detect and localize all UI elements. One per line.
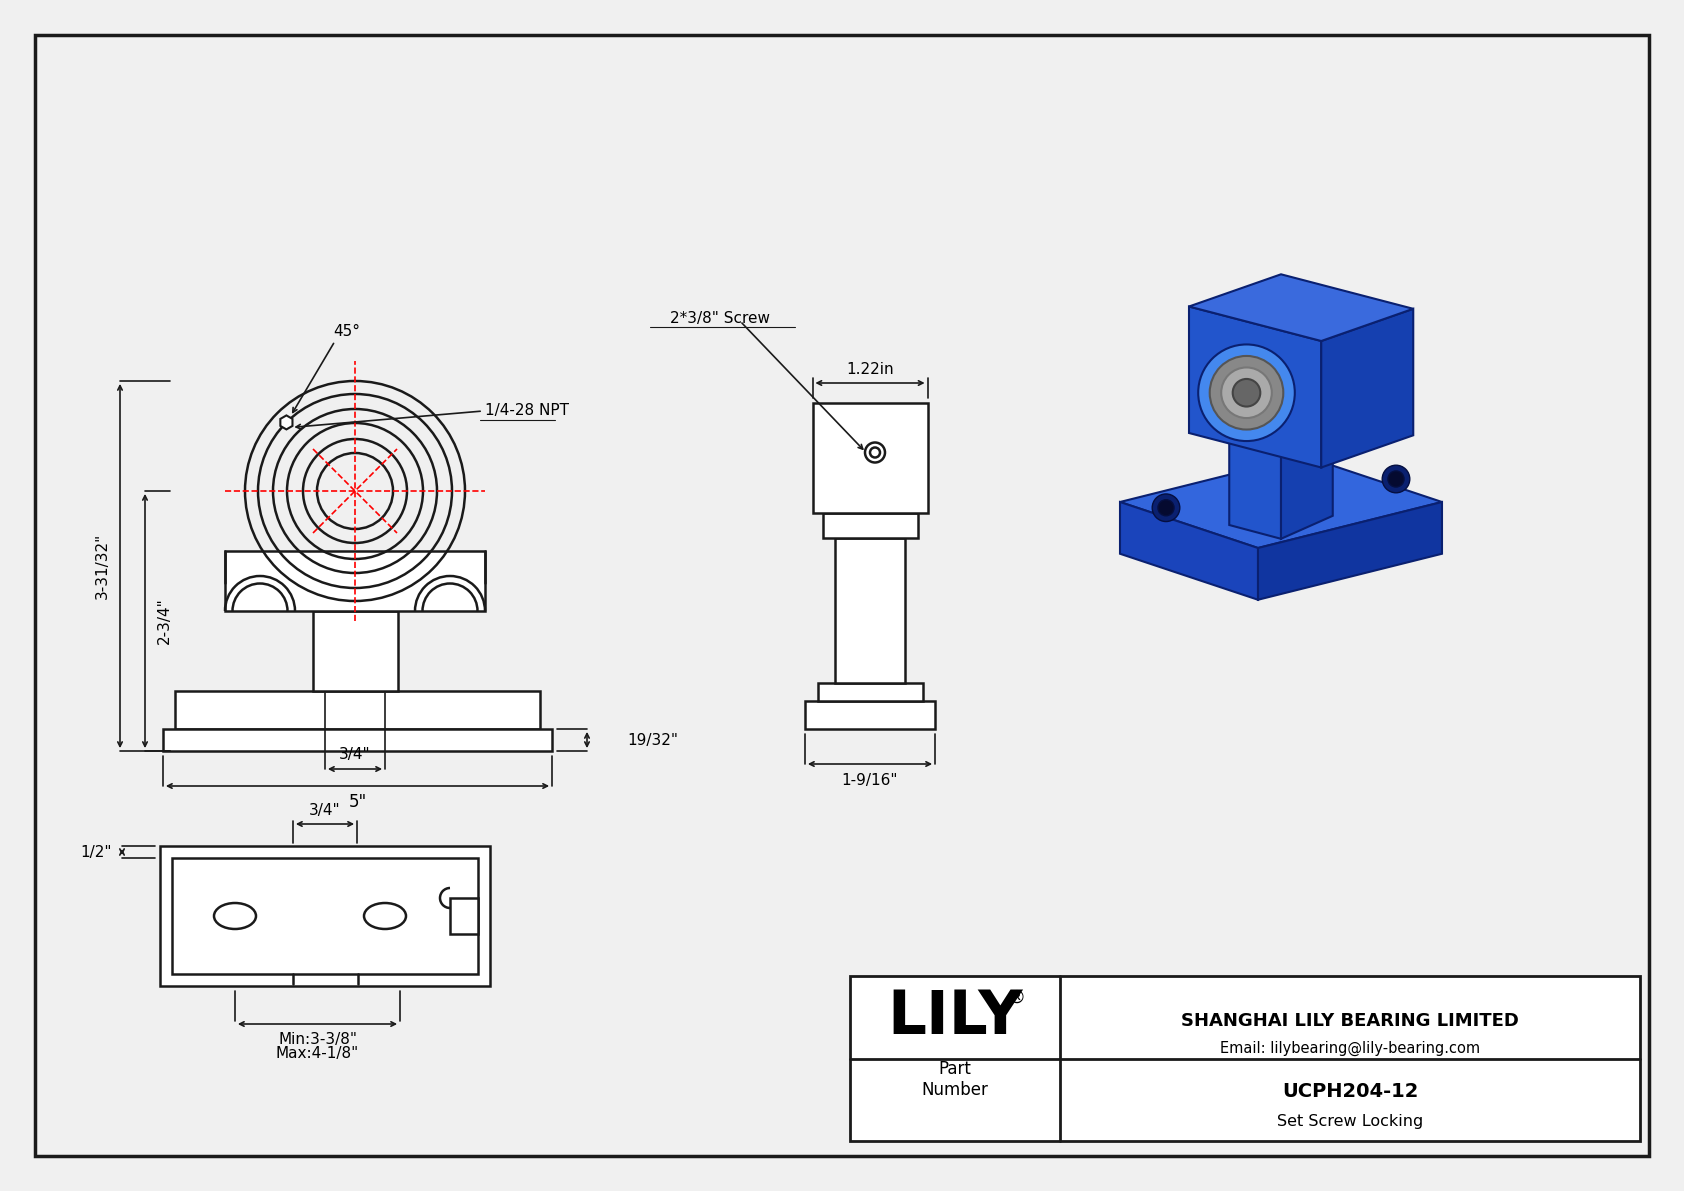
Text: 1.22in: 1.22in [845,362,894,376]
Text: 45°: 45° [333,324,360,339]
Text: UCPH204-12: UCPH204-12 [1282,1081,1418,1100]
Text: 1/2": 1/2" [81,844,113,860]
Ellipse shape [214,903,256,929]
Bar [160,846,490,986]
Bar [226,551,485,611]
Polygon shape [1189,274,1413,341]
Circle shape [871,448,881,457]
Text: 1-9/16": 1-9/16" [842,773,898,787]
Circle shape [866,443,886,462]
Polygon shape [280,416,293,430]
Bar [175,691,541,729]
Bar [835,538,904,682]
Text: 5": 5" [349,793,367,811]
Text: Part
Number: Part Number [921,1060,989,1098]
Circle shape [1383,466,1410,493]
Text: ®: ® [1009,989,1026,1006]
Text: 19/32": 19/32" [626,732,679,748]
Circle shape [1209,356,1283,430]
Polygon shape [1258,501,1442,600]
Polygon shape [1120,501,1258,600]
Circle shape [1159,500,1174,516]
Bar [850,975,1640,1141]
Bar [163,729,552,752]
Bar [822,513,918,538]
Bar [812,403,928,513]
Ellipse shape [364,903,406,929]
Text: LILY: LILY [887,987,1022,1047]
Bar [172,858,478,974]
Circle shape [1152,494,1180,522]
Text: Set Screw Locking: Set Screw Locking [1276,1114,1423,1129]
Polygon shape [1322,308,1413,468]
Text: 2*3/8" Screw: 2*3/8" Screw [670,311,770,325]
Text: 1/4-28 NPT: 1/4-28 NPT [485,404,569,418]
Text: 2-3/4": 2-3/4" [157,598,172,644]
Text: Max:4-1/8": Max:4-1/8" [276,1046,359,1061]
Bar [817,682,923,701]
Text: Email: lilybearing@lily-bearing.com: Email: lilybearing@lily-bearing.com [1219,1041,1480,1056]
Polygon shape [1189,306,1322,468]
Text: 3/4": 3/4" [338,748,370,762]
Circle shape [1199,344,1295,441]
Text: SHANGHAI LILY BEARING LIMITED: SHANGHAI LILY BEARING LIMITED [1180,1011,1519,1029]
Bar [805,701,935,729]
Polygon shape [1229,431,1282,538]
Bar [313,611,397,691]
Text: 3/4": 3/4" [310,803,340,817]
Circle shape [1388,470,1404,487]
Circle shape [1233,379,1260,406]
Bar [450,898,478,934]
Polygon shape [1229,407,1332,444]
Text: Min:3-3/8": Min:3-3/8" [278,1031,357,1047]
Polygon shape [1282,422,1332,538]
Polygon shape [1120,456,1442,548]
Text: 3-31/32": 3-31/32" [94,532,109,599]
Circle shape [1221,368,1271,418]
